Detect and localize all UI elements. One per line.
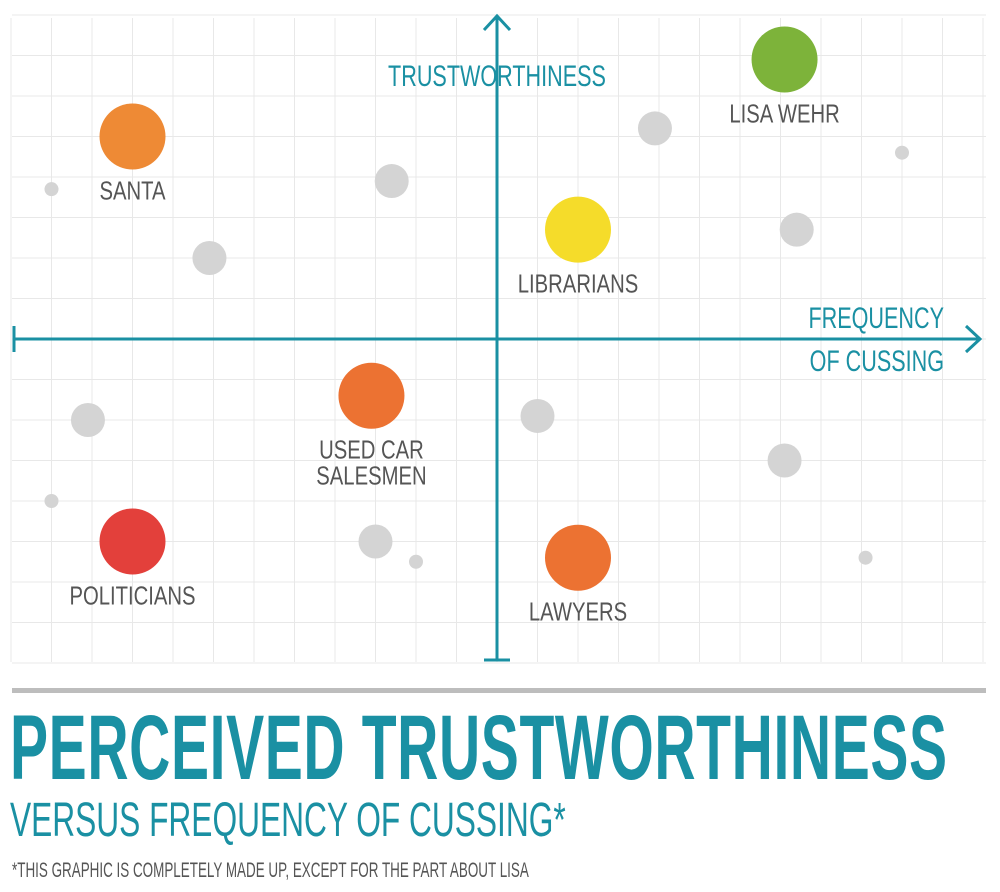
- chart-axes: [12, 13, 983, 662]
- point-label: SANTA: [99, 176, 165, 205]
- unlabeled-point: [779, 212, 814, 247]
- chart-title: PERCEIVED TRUSTWORTHINESS: [10, 697, 948, 799]
- unlabeled-point: [192, 241, 227, 275]
- unlabeled-point: [895, 145, 909, 160]
- unlabeled-point: [637, 111, 672, 146]
- point-label: LIBRARIANS: [518, 269, 638, 298]
- point-label: POLITICIANS: [69, 581, 195, 610]
- unlabeled-points: [44, 111, 909, 569]
- trustworthiness-chart: LISA WEHR SANTA LIBRARIANS USED CARSALESMEN…: [10, 13, 986, 664]
- chart-subtitle: VERSUS FREQUENCY OF CUSSING*: [10, 794, 566, 847]
- unlabeled-point: [374, 164, 409, 199]
- point-label: LAWYERS: [529, 597, 627, 626]
- unlabeled-point: [520, 398, 555, 433]
- unlabeled-point: [70, 403, 105, 437]
- x-axis-label: FREQUENCY: [808, 300, 944, 334]
- unlabeled-point: [44, 182, 59, 197]
- unlabeled-point: [409, 554, 423, 569]
- point-label: LISA WEHR: [729, 99, 839, 128]
- unlabeled-point: [358, 524, 393, 559]
- labeled-point: [545, 524, 611, 591]
- labeled-point: [545, 196, 611, 263]
- labeled-point: [99, 103, 166, 170]
- x-axis-label: OF CUSSING: [810, 343, 944, 377]
- unlabeled-point: [767, 443, 802, 478]
- point-label: SALESMEN: [316, 461, 426, 490]
- axis-labels: FREQUENCY OF CUSSING TRUSTWORTHINESS: [388, 58, 944, 377]
- unlabeled-point: [858, 550, 873, 565]
- labeled-point: [338, 362, 405, 429]
- point-labels: LISA WEHR SANTA LIBRARIANS USED CARSALESMEN…: [69, 99, 839, 626]
- x-axis-arrow: [964, 324, 983, 354]
- labeled-points: [99, 26, 818, 591]
- labeled-point: [751, 26, 818, 93]
- unlabeled-point: [44, 494, 59, 508]
- labeled-point: [99, 508, 166, 575]
- chart-footnote: *THIS GRAPHIC IS COMPLETELY MADE UP, EXC…: [12, 859, 529, 882]
- point-label: USED CAR: [319, 435, 424, 464]
- y-axis-arrow: [482, 13, 512, 32]
- y-axis-label: TRUSTWORTHINESS: [388, 58, 606, 92]
